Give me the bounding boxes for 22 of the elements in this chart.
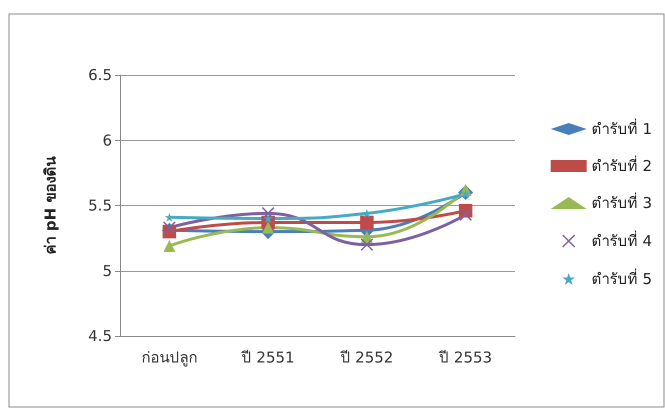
- point: [360, 216, 374, 230]
- y-axis-title: ค่า pH ของดิน: [42, 156, 60, 254]
- x-tick-label: ปี 2552: [339, 348, 394, 366]
- legend-label: ตำรับที่ 4: [592, 230, 652, 250]
- point: [163, 240, 176, 252]
- y-tick-label: 5: [102, 262, 112, 280]
- point: [262, 222, 274, 234]
- x-tick-label: ปี 2551: [240, 348, 295, 366]
- y-tick-label: 6.5: [88, 66, 112, 84]
- point: [360, 238, 374, 252]
- legend-label: ตำรับที่ 5: [592, 268, 652, 288]
- x-tick-label: ก่อนปลูก: [141, 348, 198, 366]
- y-tick-label: 6: [102, 131, 112, 150]
- point: [459, 208, 472, 222]
- legend-label: ตำรับที่ 1: [592, 118, 652, 138]
- y-tick-label: 5.5: [88, 196, 112, 214]
- point: [262, 206, 275, 220]
- legend-label: ตำรับที่ 2: [592, 155, 652, 175]
- point: [162, 221, 176, 234]
- x-tick-label: ปี 2553: [438, 348, 492, 366]
- legend-label: ตำรับที่ 3: [592, 192, 652, 212]
- y-tick-label: 4.5: [88, 327, 112, 345]
